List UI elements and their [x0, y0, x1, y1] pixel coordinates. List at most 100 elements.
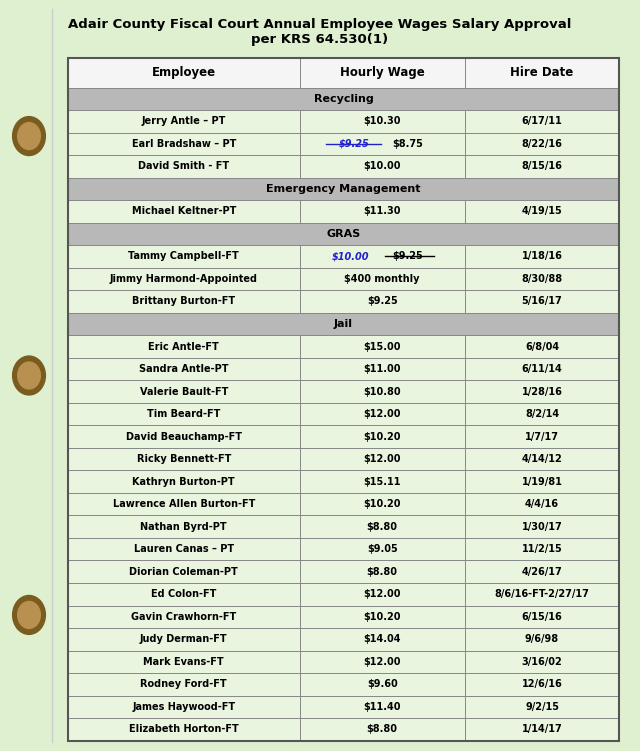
Text: $8.80: $8.80 [367, 567, 397, 577]
Bar [68, 695, 300, 718]
Text: $11.00: $11.00 [364, 364, 401, 374]
Bar [68, 515, 300, 538]
Text: Adair County Fiscal Court Annual Employee Wages Salary Approval
per KRS 64.530(1: Adair County Fiscal Court Annual Employe… [68, 18, 572, 46]
Text: $12.00: $12.00 [364, 657, 401, 667]
Text: 9/6/98: 9/6/98 [525, 635, 559, 644]
Bar [465, 560, 619, 583]
Bar [68, 718, 300, 740]
Bar [300, 605, 465, 628]
Bar [68, 380, 300, 403]
Bar [68, 403, 300, 425]
Bar [465, 133, 619, 155]
Bar [465, 538, 619, 560]
Text: 6/11/14: 6/11/14 [522, 364, 563, 374]
Bar [68, 538, 300, 560]
Text: Michael Keltner-PT: Michael Keltner-PT [132, 207, 236, 216]
Bar [300, 515, 465, 538]
Text: Tammy Campbell-FT: Tammy Campbell-FT [129, 252, 239, 261]
Bar [68, 312, 619, 335]
Text: Jail: Jail [334, 319, 353, 329]
Text: 4/14/12: 4/14/12 [522, 454, 563, 464]
Bar [465, 650, 619, 673]
Bar [465, 245, 619, 267]
Text: Valerie Bault-FT: Valerie Bault-FT [140, 387, 228, 397]
Bar [300, 110, 465, 133]
Text: $11.40: $11.40 [364, 702, 401, 712]
Bar [300, 425, 465, 448]
Bar [68, 58, 300, 88]
Bar [68, 425, 300, 448]
Text: $9.25: $9.25 [392, 252, 423, 261]
Bar [68, 178, 619, 200]
Text: James Haywood-FT: James Haywood-FT [132, 702, 236, 712]
Text: $9.25: $9.25 [367, 297, 397, 306]
Text: 1/14/17: 1/14/17 [522, 725, 563, 734]
Circle shape [18, 602, 40, 629]
Text: Brittany Burton-FT: Brittany Burton-FT [132, 297, 236, 306]
Text: 8/30/88: 8/30/88 [522, 274, 563, 284]
Bar [465, 200, 619, 222]
Text: 6/15/16: 6/15/16 [522, 612, 563, 622]
Bar [68, 560, 300, 583]
Bar [68, 493, 300, 515]
Text: $10.20: $10.20 [364, 499, 401, 509]
Bar [68, 245, 300, 267]
Bar [300, 673, 465, 695]
Bar [465, 695, 619, 718]
Text: Tim Beard-FT: Tim Beard-FT [147, 409, 221, 419]
Bar [300, 335, 465, 357]
Text: 1/28/16: 1/28/16 [522, 387, 563, 397]
Circle shape [18, 122, 40, 149]
Circle shape [13, 356, 45, 395]
Text: $9.25: $9.25 [339, 139, 369, 149]
Text: Emergency Management: Emergency Management [266, 184, 421, 194]
Bar [68, 200, 300, 222]
Bar [68, 448, 300, 470]
Bar [300, 470, 465, 493]
Bar [300, 245, 465, 267]
Text: $8.75: $8.75 [392, 139, 423, 149]
Text: $14.04: $14.04 [364, 635, 401, 644]
Bar [68, 290, 300, 312]
Text: $12.00: $12.00 [364, 454, 401, 464]
Text: 9/2/15: 9/2/15 [525, 702, 559, 712]
Text: $15.11: $15.11 [364, 477, 401, 487]
Bar [68, 110, 300, 133]
Text: $10.20: $10.20 [364, 432, 401, 442]
Bar [465, 335, 619, 357]
Text: Diorian Coleman-PT: Diorian Coleman-PT [129, 567, 238, 577]
Text: 8/6/16-FT-2/27/17: 8/6/16-FT-2/27/17 [495, 590, 589, 599]
Bar [465, 673, 619, 695]
Text: $10.00: $10.00 [332, 252, 369, 261]
Bar [300, 267, 465, 290]
Bar [300, 448, 465, 470]
Text: 5/16/17: 5/16/17 [522, 297, 563, 306]
Bar [465, 357, 619, 380]
Bar [300, 718, 465, 740]
Text: Eric Antle-FT: Eric Antle-FT [148, 342, 219, 351]
Text: $8.80: $8.80 [367, 522, 397, 532]
Bar [68, 155, 300, 178]
Text: 8/15/16: 8/15/16 [522, 161, 563, 171]
Text: Hire Date: Hire Date [510, 66, 573, 79]
Text: 1/30/17: 1/30/17 [522, 522, 563, 532]
Text: Ed Colon-FT: Ed Colon-FT [151, 590, 216, 599]
Text: Mark Evans-FT: Mark Evans-FT [143, 657, 224, 667]
Bar [465, 448, 619, 470]
Bar [300, 357, 465, 380]
Bar [465, 58, 619, 88]
Text: Employee: Employee [152, 66, 216, 79]
Bar [300, 133, 465, 155]
Text: $10.30: $10.30 [364, 116, 401, 126]
Text: 8/22/16: 8/22/16 [522, 139, 563, 149]
Text: $9.60: $9.60 [367, 680, 397, 689]
Text: Jimmy Harmond-Appointed: Jimmy Harmond-Appointed [110, 274, 258, 284]
Text: Rodney Ford-FT: Rodney Ford-FT [141, 680, 227, 689]
Text: 8/2/14: 8/2/14 [525, 409, 559, 419]
Bar [300, 583, 465, 605]
Bar [465, 155, 619, 178]
Bar [465, 583, 619, 605]
Bar [465, 290, 619, 312]
Bar [300, 290, 465, 312]
Bar [465, 628, 619, 650]
